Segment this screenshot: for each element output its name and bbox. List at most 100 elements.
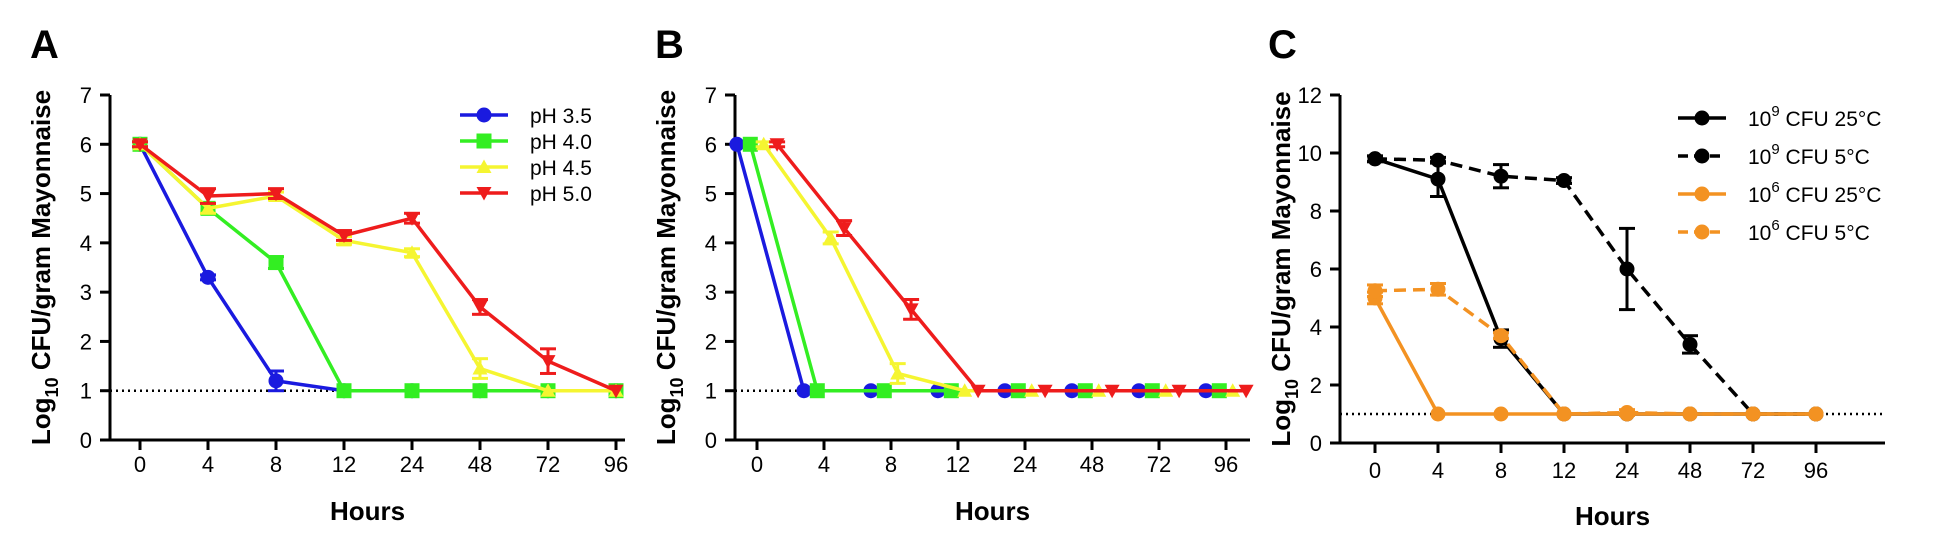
data-point	[756, 136, 772, 151]
data-point	[540, 383, 556, 397]
series-line	[1373, 297, 1816, 416]
legend-label-base: 10	[1748, 146, 1771, 169]
series-3	[1367, 281, 1824, 422]
legend-label-base: 10	[1748, 222, 1771, 245]
y-tick-label: 0	[80, 428, 92, 453]
data-point	[404, 245, 420, 259]
data-point	[1430, 152, 1446, 168]
data-point	[1493, 328, 1509, 344]
data-point	[1556, 406, 1572, 422]
x-tick-label: 48	[1678, 458, 1702, 483]
data-point	[1808, 406, 1824, 422]
x-tick-label: 12	[1552, 458, 1576, 483]
x-tick-label: 8	[885, 452, 897, 477]
legend-label: pH 3.5	[530, 105, 592, 128]
y-axis-title-prefix: Log	[26, 397, 56, 445]
data-point	[876, 383, 892, 399]
data-point	[1493, 406, 1509, 422]
series-line	[748, 143, 1220, 393]
y-tick-label: 3	[705, 280, 717, 305]
x-tick-label: 4	[202, 452, 214, 477]
x-axis-title: Hours	[330, 496, 405, 526]
legend-label-sup: 9	[1771, 141, 1779, 158]
y-tick-label: 4	[705, 231, 717, 256]
panel-letter: A	[30, 23, 59, 67]
data-point	[472, 383, 488, 399]
y-tick-label: 7	[705, 83, 717, 108]
legend-label: 109 CFU 25°C	[1748, 103, 1881, 131]
data-point	[404, 383, 420, 399]
legend-marker	[476, 133, 492, 149]
data-point	[1430, 171, 1446, 187]
x-tick-label: 4	[1432, 458, 1444, 483]
x-tick-label: 12	[332, 452, 356, 477]
y-tick-label: 1	[80, 379, 92, 404]
data-point	[742, 136, 758, 152]
x-tick-label: 24	[400, 452, 424, 477]
series-2	[755, 136, 1241, 397]
x-tick-label: 0	[1369, 458, 1381, 483]
legend-label: pH 4.5	[530, 157, 592, 180]
y-tick-label: 1	[705, 379, 717, 404]
data-point	[200, 200, 216, 215]
legend-label-base: 10	[1748, 184, 1771, 207]
x-tick-label: 8	[270, 452, 282, 477]
series-line	[138, 143, 616, 393]
y-tick-label: 5	[80, 182, 92, 207]
data-point	[796, 383, 812, 399]
data-point	[1430, 406, 1446, 422]
x-tick-label: 96	[1804, 458, 1828, 483]
legend-label-sup: 9	[1771, 103, 1779, 120]
data-point	[1619, 261, 1635, 277]
x-tick-label: 48	[1080, 452, 1104, 477]
x-tick-label: 4	[818, 452, 830, 477]
legend: pH 3.5 pH 4.0 pH 4.5 pH 5.0	[460, 105, 592, 206]
data-point	[472, 361, 488, 375]
legend-label-rest: CFU 5°C	[1780, 146, 1870, 169]
data-point	[809, 383, 825, 399]
y-tick-label: 2	[80, 329, 92, 354]
data-point	[472, 300, 488, 315]
data-point	[336, 383, 352, 399]
x-tick-label: 48	[468, 452, 492, 477]
legend-label-sup: 6	[1771, 179, 1779, 196]
data-point	[200, 269, 216, 285]
legend-label: 106 CFU 25°C	[1748, 179, 1881, 207]
data-point	[200, 190, 216, 204]
data-point	[729, 136, 745, 152]
legend-marker	[1694, 224, 1710, 240]
data-point	[823, 230, 839, 244]
x-tick-label: 72	[536, 452, 560, 477]
legend-label-sup: 6	[1771, 217, 1779, 234]
x-axis-title: Hours	[1575, 501, 1650, 531]
y-tick-label: 2	[1310, 373, 1322, 398]
data-point	[1238, 384, 1254, 399]
x-tick-label: 96	[604, 452, 628, 477]
series-line	[762, 143, 1233, 393]
legend-marker	[1694, 110, 1710, 126]
x-tick-label: 96	[1214, 452, 1238, 477]
y-tick-label: 6	[1310, 257, 1322, 282]
y-axis-title-main: CFU/gram Mayonnaise	[26, 90, 56, 378]
y-tick-label: 10	[1298, 141, 1322, 166]
panel-letter: C	[1268, 23, 1297, 67]
legend-marker	[476, 159, 492, 173]
y-axis-title: Log10 CFU/gram Mayonnaise	[1266, 91, 1302, 446]
x-axis-title: Hours	[955, 496, 1030, 526]
y-axis-title-subscript: 10	[667, 377, 687, 397]
y-tick-label: 12	[1298, 83, 1322, 108]
data-point	[1171, 384, 1187, 399]
data-point	[1367, 151, 1383, 167]
legend-label-rest: CFU 5°C	[1780, 222, 1870, 245]
data-point	[608, 384, 624, 399]
panel-letter: B	[655, 23, 684, 67]
y-tick-label: 8	[1310, 199, 1322, 224]
data-point	[903, 303, 919, 317]
data-point	[336, 229, 352, 243]
legend-label: 106 CFU 5°C	[1748, 217, 1870, 245]
legend-label-base: 10	[1748, 108, 1771, 131]
x-tick-label: 8	[1495, 458, 1507, 483]
